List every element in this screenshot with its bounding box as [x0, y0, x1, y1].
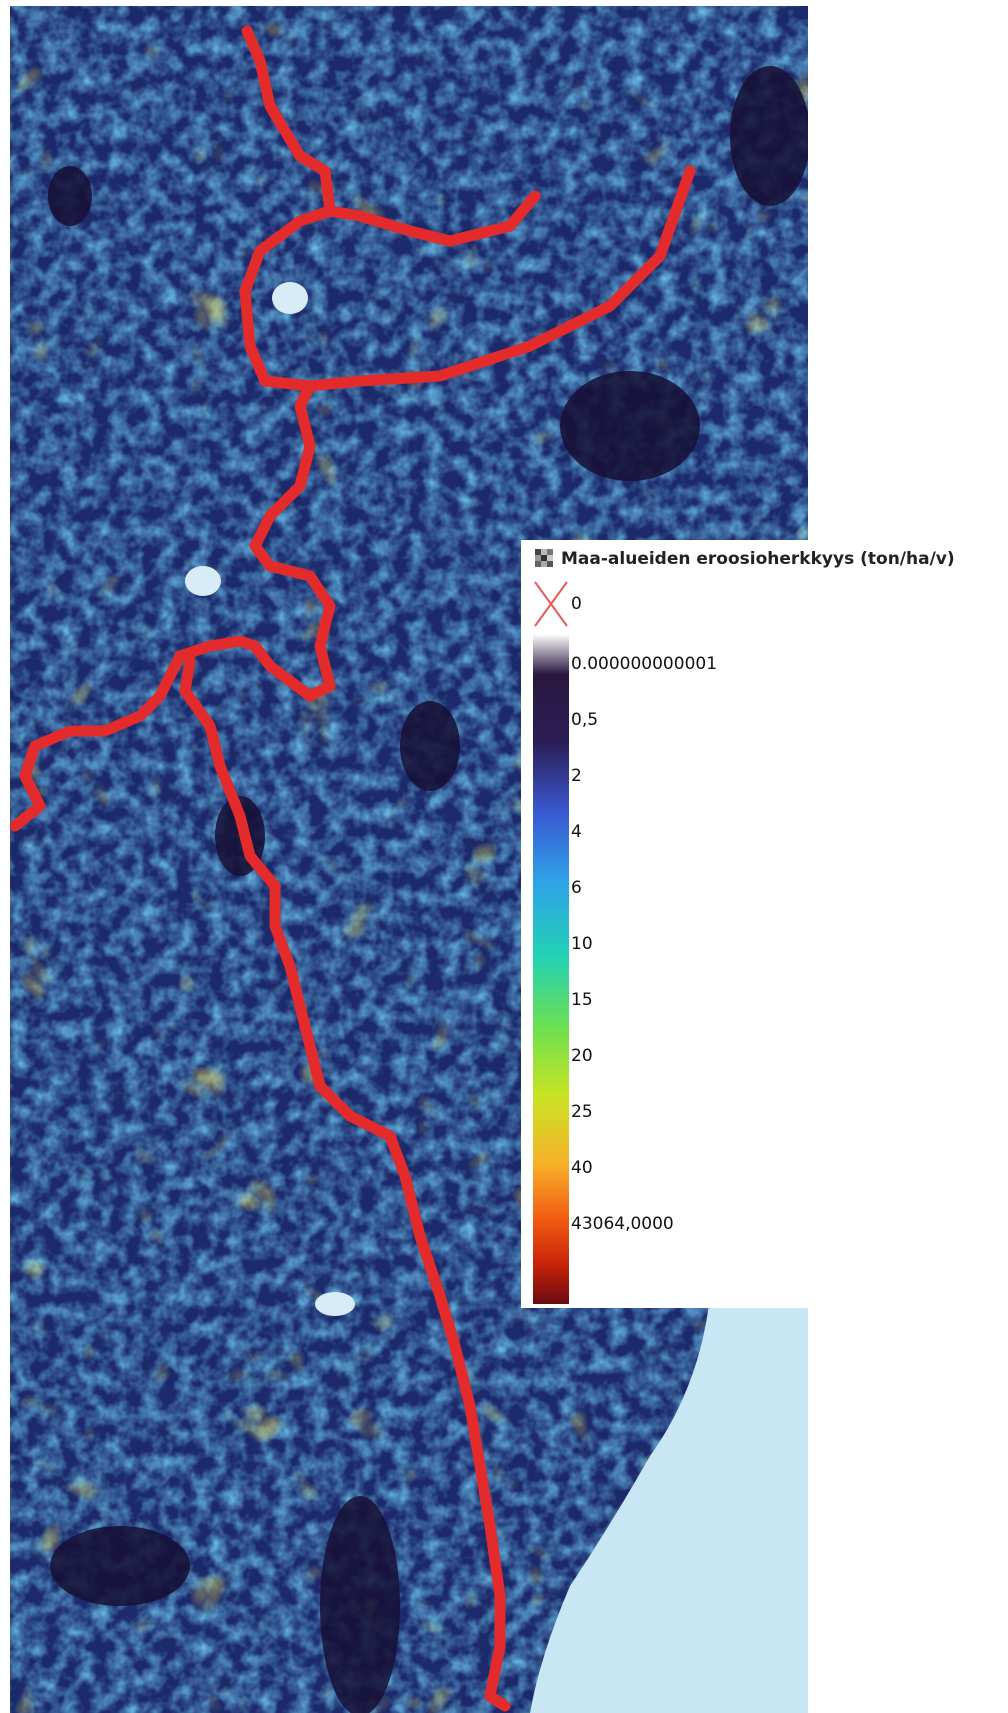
raster-layer-icon	[535, 549, 553, 567]
legend-title: Maa-alueiden eroosioherkkyys (ton/ha/v)	[561, 549, 955, 569]
legend-class-label: 10	[571, 934, 593, 954]
legend-class-label: 40	[571, 1158, 593, 1178]
legend-color-ramp	[533, 634, 569, 1304]
legend-class-label: 20	[571, 1046, 593, 1066]
small-lakes	[185, 282, 355, 1316]
legend-class-label: 4	[571, 822, 582, 842]
legend-class-label: 15	[571, 990, 593, 1010]
route-line	[10, 25, 696, 1712]
legend-class-label: 0,5	[571, 710, 599, 730]
coastal-water	[530, 1296, 808, 1713]
legend-class-label: 0.000000000001	[571, 654, 718, 674]
legend-class-label: 6	[571, 878, 582, 898]
map-legend: Maa-alueiden eroosioherkkyys (ton/ha/v) …	[521, 540, 1008, 1308]
red-x-icon	[534, 581, 568, 627]
legend-class-label: 43064,0000	[571, 1214, 674, 1234]
legend-class-label: 2	[571, 766, 582, 786]
legend-nodata-label: 0	[571, 594, 582, 614]
legend-class-label: 25	[571, 1102, 593, 1122]
